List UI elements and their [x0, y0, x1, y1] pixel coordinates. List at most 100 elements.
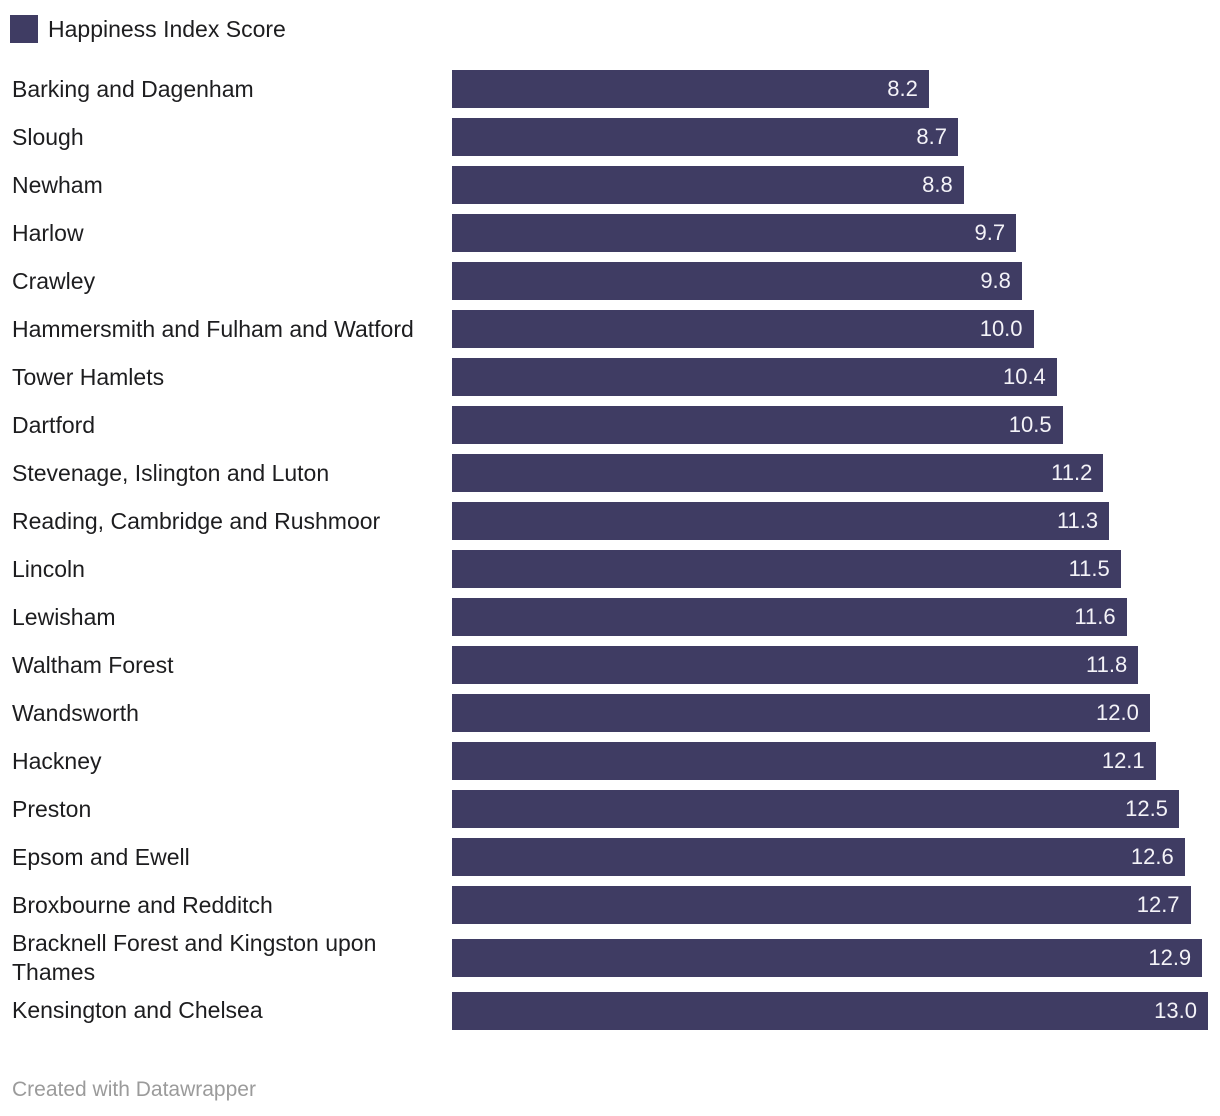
category-label: Newham	[12, 171, 103, 198]
bar-value-label: 8.2	[887, 76, 918, 101]
bar-track: 8.2	[452, 70, 1208, 108]
bar-track: 9.8	[452, 262, 1208, 300]
bar-value-label: 11.8	[1086, 652, 1128, 677]
bar[interactable]: 12.1	[452, 742, 1156, 780]
category-label: Crawley	[12, 267, 96, 294]
category-label: Barking and Dagenham	[12, 75, 254, 102]
bar-track: 9.7	[452, 214, 1208, 252]
category-label: Tower Hamlets	[12, 363, 165, 390]
bar-value-label: 10.0	[979, 316, 1023, 341]
bar[interactable]: 10.5	[452, 406, 1063, 444]
chart-row: Preston 12.5	[0, 785, 1208, 833]
bar-value-label: 9.8	[980, 268, 1011, 293]
bar-track: 8.7	[452, 118, 1208, 156]
legend-label: Happiness Index Score	[48, 15, 286, 42]
category-label: Slough	[12, 123, 84, 150]
bar-track: 12.5	[452, 790, 1208, 828]
category-label: Kensington and Chelsea	[12, 997, 263, 1024]
chart-row: Hackney 12.1	[0, 737, 1208, 785]
chart-row: Hammersmith and Fulham and Watford 10.0	[0, 305, 1208, 353]
bar-track: 11.3	[452, 502, 1208, 540]
chart-row: Harlow 9.7	[0, 209, 1208, 257]
bar[interactable]: 9.8	[452, 262, 1022, 300]
category-label: Stevenage, Islington and Luton	[12, 459, 330, 486]
bar[interactable]: 9.7	[452, 214, 1017, 252]
category-label: Harlow	[12, 219, 84, 246]
category-label: Hackney	[12, 747, 102, 774]
chart-row: Slough 8.7	[0, 113, 1208, 161]
bar[interactable]: 12.5	[452, 790, 1179, 828]
chart-row: Lincoln 11.5	[0, 545, 1208, 593]
bar[interactable]: 12.9	[452, 938, 1203, 977]
chart-row: Lewisham 11.6	[0, 593, 1208, 641]
bar-track: 13.0	[452, 991, 1208, 1030]
bar-value-label: 9.7	[974, 220, 1006, 245]
chart-row: Crawley 9.8	[0, 257, 1208, 305]
category-label: Wandsworth	[12, 699, 139, 726]
bar-track: 11.8	[452, 646, 1208, 684]
category-label: Hammersmith and Fulham and Watford	[12, 315, 414, 342]
bar-value-label: 10.4	[1002, 364, 1046, 389]
bar-track: 12.1	[452, 742, 1208, 780]
category-label: Reading, Cambridge and Rushmoor	[12, 507, 381, 534]
bar[interactable]: 12.6	[452, 838, 1185, 876]
bar[interactable]: 11.5	[452, 550, 1121, 588]
bar-value-label: 10.5	[1008, 412, 1052, 437]
category-label: Waltham Forest	[12, 651, 174, 678]
bar-value-label: 8.8	[922, 172, 953, 197]
bar-value-label: 12.9	[1148, 944, 1192, 970]
category-label: Lincoln	[12, 555, 85, 582]
bar[interactable]: 11.3	[452, 502, 1110, 540]
bar-value-label: 12.6	[1130, 844, 1174, 869]
bar[interactable]: 10.0	[452, 310, 1034, 348]
bar-value-label: 11.3	[1056, 508, 1099, 533]
bar-value-label: 11.2	[1051, 460, 1093, 485]
chart-row: Tower Hamlets 10.4	[0, 353, 1208, 401]
chart-row: Stevenage, Islington and Luton 11.2	[0, 449, 1208, 497]
chart-row: Newham 8.8	[0, 161, 1208, 209]
chart-row: Dartford 10.5	[0, 401, 1208, 449]
bar[interactable]: 11.6	[452, 598, 1127, 636]
chart-row: Waltham Forest 11.8	[0, 641, 1208, 689]
bar-chart-rows: Barking and Dagenham 8.2 Slough 8.7 Newham 8.…	[0, 65, 1208, 1035]
bar[interactable]: 12.0	[452, 694, 1150, 732]
bar[interactable]: 8.2	[452, 70, 929, 108]
chart-row: Kensington and Chelsea 13.0	[0, 987, 1208, 1035]
bar[interactable]: 11.8	[452, 646, 1139, 684]
bar-value-label: 11.5	[1068, 556, 1110, 581]
category-label: Dartford	[12, 411, 96, 438]
chart-row: Broxbourne and Redditch 12.7	[0, 881, 1208, 929]
category-label: Bracknell Forest and Kingston upon Thame…	[12, 930, 377, 985]
category-label: Lewisham	[12, 603, 116, 630]
chart-row: Bracknell Forest and Kingston upon Thame…	[0, 929, 1208, 987]
chart-row: Reading, Cambridge and Rushmoor 11.3	[0, 497, 1208, 545]
bar[interactable]: 10.4	[452, 358, 1057, 396]
chart-row: Wandsworth 12.0	[0, 689, 1208, 737]
chart-row: Epsom and Ewell 12.6	[0, 833, 1208, 881]
category-label: Epsom and Ewell	[12, 843, 190, 870]
bar[interactable]: 8.8	[452, 166, 964, 204]
bar-value-label: 13.0	[1154, 997, 1197, 1023]
bar-track: 11.6	[452, 598, 1208, 636]
bar-track: 10.0	[452, 310, 1208, 348]
chart-row: Barking and Dagenham 8.2	[0, 65, 1208, 113]
category-label: Broxbourne and Redditch	[12, 891, 273, 918]
datawrapper-credit-link[interactable]: Created with Datawrapper	[12, 1078, 256, 1101]
category-label: Preston	[12, 795, 92, 822]
bar[interactable]: 8.7	[452, 118, 958, 156]
bar-value-label: 12.0	[1096, 700, 1139, 725]
bar-track: 12.0	[452, 694, 1208, 732]
bar-track: 11.2	[452, 454, 1208, 492]
bar-value-label: 12.7	[1136, 892, 1180, 917]
legend-swatch-icon	[10, 15, 38, 43]
bar-track: 12.6	[452, 838, 1208, 876]
bar[interactable]: 12.7	[452, 886, 1191, 924]
bar-track: 12.7	[452, 886, 1208, 924]
bar-value-label: 11.6	[1074, 604, 1116, 629]
bar-value-label: 12.5	[1125, 796, 1168, 821]
bar-value-label: 12.1	[1101, 748, 1145, 773]
bar[interactable]: 11.2	[452, 454, 1104, 492]
legend: Happiness Index Score	[10, 15, 1220, 43]
bar[interactable]: 13.0	[452, 991, 1208, 1030]
